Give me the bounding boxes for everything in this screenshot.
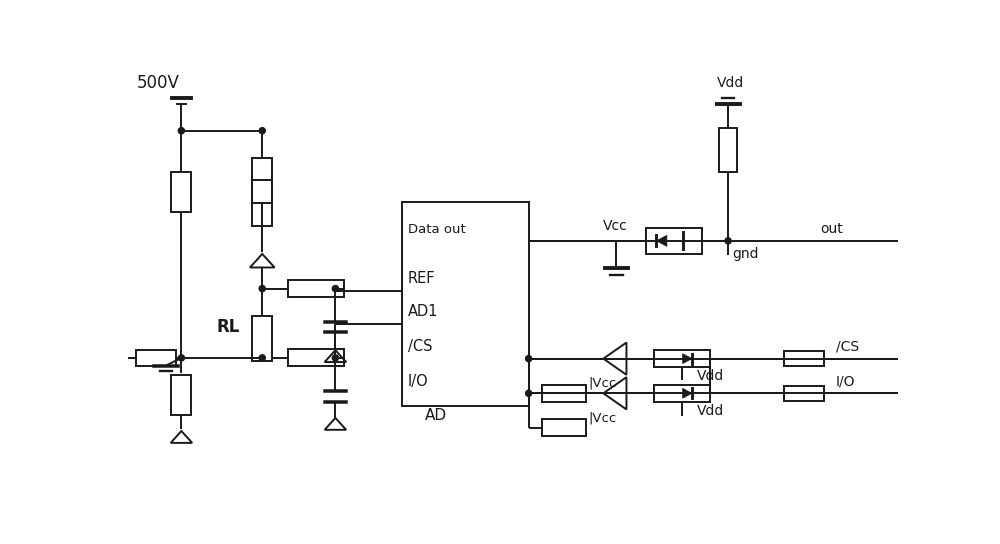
Text: I/O: I/O [408,374,429,388]
Bar [171,375,191,415]
Text: 500V: 500V [137,75,180,92]
Bar [542,385,586,402]
Text: REF: REF [408,271,435,286]
Bar [252,158,272,203]
Circle shape [332,286,338,292]
Bar [654,385,710,402]
Text: AD1: AD1 [408,304,438,319]
Text: /CS: /CS [408,339,432,354]
Text: gnd: gnd [732,247,758,261]
Bar [288,349,344,366]
Bar [654,350,710,367]
Text: |Vcc: |Vcc [588,376,616,390]
Polygon shape [683,388,692,398]
Polygon shape [683,354,692,363]
Bar [719,128,737,171]
Bar [402,202,529,406]
Text: Data out: Data out [408,223,466,236]
Bar [252,180,272,226]
Text: RL: RL [216,318,239,337]
Circle shape [332,355,338,361]
Bar [171,172,191,212]
Circle shape [178,355,184,361]
Circle shape [725,238,731,244]
Text: |Vcc: |Vcc [588,411,616,424]
Polygon shape [656,236,667,246]
Bar [784,351,824,366]
Text: Vdd: Vdd [717,76,744,90]
Circle shape [259,286,265,292]
Circle shape [526,390,532,397]
Circle shape [526,356,532,362]
Bar [784,386,824,401]
Bar [252,316,272,361]
Text: Vcc: Vcc [603,219,627,233]
Text: AD: AD [425,408,447,423]
Text: I/O: I/O [836,375,855,388]
Bar [136,350,176,366]
Bar [288,280,344,297]
Bar [542,419,586,436]
Circle shape [259,128,265,134]
Circle shape [178,128,184,134]
Bar [646,228,702,254]
Text: out: out [820,222,843,236]
Text: Vdd: Vdd [697,369,725,383]
Text: Vdd: Vdd [697,404,725,418]
Circle shape [259,355,265,361]
Text: /CS: /CS [836,340,859,354]
